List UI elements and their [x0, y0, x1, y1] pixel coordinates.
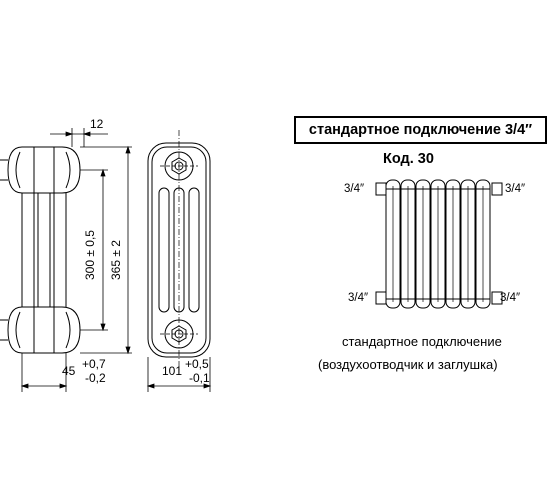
port-top-right-label: 3/4″ — [505, 183, 526, 195]
port-top-left-label: 3/4″ — [344, 183, 365, 195]
connection-code: Код. 30 — [383, 151, 434, 167]
side-view-dimensions — [20, 128, 132, 392]
dim-101-tol-plus: +0,5 — [185, 357, 209, 371]
port-bottom-left-label: 3/4″ — [348, 292, 369, 304]
dim-45-tol-plus: +0,7 — [82, 357, 106, 371]
port-bottom-right-label: 3/4″ — [500, 292, 521, 304]
connection-title-box: стандартное подключение 3/4″ — [294, 116, 547, 144]
dim-45-tol-minus: -0,2 — [85, 371, 106, 385]
dim-101-tol-minus: -0,1 — [189, 371, 210, 385]
dim-365-label: 365 ± 2 — [109, 240, 123, 280]
connection-caption-line1: стандартное подключение — [342, 334, 502, 349]
front-view-dimensions — [146, 357, 212, 392]
side-view-radiator — [0, 146, 81, 354]
front-view-radiator — [147, 130, 211, 372]
dim-101-base: 101 — [162, 364, 183, 378]
dim-45-base: 45 — [62, 364, 76, 378]
connection-caption-line2: (воздухоотводчик и заглушка) — [318, 357, 498, 372]
connection-radiator — [375, 179, 503, 309]
dim-300-label: 300 ± 0,5 — [83, 230, 97, 280]
connection-title: стандартное подключение 3/4″ — [308, 122, 533, 138]
dim-12-label: 12 — [90, 117, 104, 131]
